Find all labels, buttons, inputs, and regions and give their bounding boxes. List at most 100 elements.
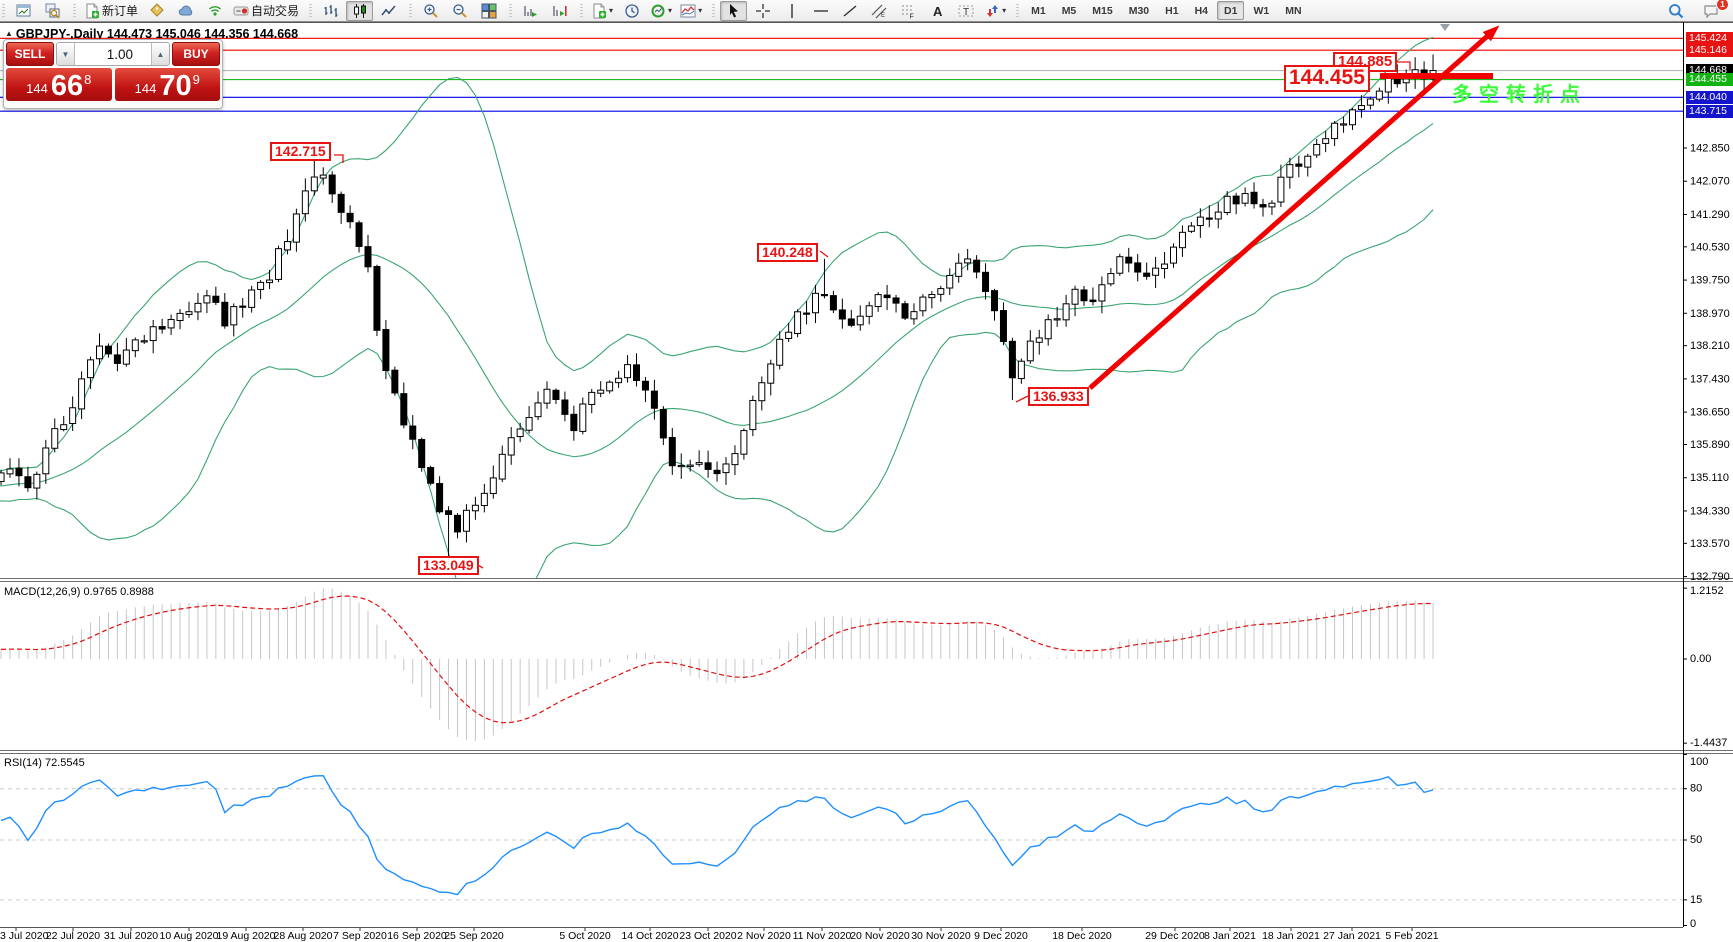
profile-icon <box>45 3 61 19</box>
toolbar-group-zoom <box>407 0 507 21</box>
trend-annotation-text[interactable]: 多空转折点 <box>1452 84 1587 106</box>
price-callout[interactable]: 144.455 <box>1284 65 1370 92</box>
svg-text:142.850: 142.850 <box>1690 143 1730 155</box>
tf-d1-button[interactable]: D1 <box>1217 1 1245 20</box>
volume-stepper[interactable]: ▼ ▲ <box>56 42 170 66</box>
tf-m15-button[interactable]: M15 <box>1085 1 1119 20</box>
svg-text:133.570: 133.570 <box>1690 538 1730 550</box>
macd-indicator <box>0 588 1434 741</box>
chart-canvas[interactable]: 142.850 142.070 141.290 140.530 139.750 138.9… <box>0 22 1733 942</box>
line-chart-button[interactable] <box>375 1 402 21</box>
sell-price-tile[interactable]: 144 66 8 <box>6 68 112 101</box>
svg-text:22 Jul 2020: 22 Jul 2020 <box>46 930 100 942</box>
tf-mn-button[interactable]: MN <box>1278 1 1308 20</box>
mql5-community-button[interactable] <box>172 1 199 21</box>
period-clock-button[interactable] <box>618 1 645 21</box>
tf-m5-button[interactable]: M5 <box>1055 1 1084 20</box>
volume-up-button[interactable]: ▲ <box>151 43 169 65</box>
chart-templates-button[interactable]: ▾ <box>677 1 705 21</box>
crosshair-button[interactable] <box>749 1 776 21</box>
svg-text:135.890: 135.890 <box>1690 439 1730 451</box>
zoomout-icon <box>452 3 468 19</box>
price-callout[interactable]: 142.715 <box>270 142 331 162</box>
tf-m1-button[interactable]: M1 <box>1024 1 1053 20</box>
candlestick-chart-button[interactable] <box>346 0 374 21</box>
trend-arrow-object[interactable] <box>1088 25 1500 390</box>
vline-icon <box>784 3 800 19</box>
svg-text:30 Nov 2020: 30 Nov 2020 <box>911 930 971 942</box>
svg-text:0.00: 0.00 <box>1690 653 1711 665</box>
chevron-down-icon: ▾ <box>668 5 673 15</box>
docplus-icon <box>591 3 607 19</box>
tf-w1-label: W1 <box>1253 4 1270 17</box>
tf-h1-button[interactable]: H1 <box>1158 1 1185 20</box>
indicators-list-button[interactable]: ▾ <box>647 1 675 21</box>
vertical-line-button[interactable] <box>778 1 805 21</box>
chart-shift-button[interactable] <box>546 1 573 21</box>
trendline-button[interactable] <box>836 1 863 21</box>
tf-h4-label: H4 <box>1194 4 1209 17</box>
tf-h4-button[interactable]: H4 <box>1188 1 1215 20</box>
new-order-menu-button[interactable]: ▾ <box>588 1 616 21</box>
linechart-icon <box>380 3 397 19</box>
auto-scroll-button[interactable] <box>517 1 544 21</box>
arrows-button[interactable]: ▾ <box>981 1 1009 21</box>
equidistant-channel-button[interactable]: E <box>865 1 892 21</box>
text-button[interactable]: A <box>923 1 950 21</box>
toolbar-group-windows <box>0 0 71 21</box>
volume-down-button[interactable]: ▼ <box>57 43 75 65</box>
horizontal-line-button[interactable] <box>807 1 834 21</box>
textA-icon: A <box>929 3 945 19</box>
chartshift-icon <box>552 3 568 19</box>
profiles-button[interactable] <box>39 1 66 21</box>
text-label-button[interactable]: T <box>952 1 979 21</box>
tf-m1-label: M1 <box>1031 4 1046 17</box>
search-button[interactable] <box>1662 1 1689 21</box>
buy-price-tile[interactable]: 144 70 9 <box>114 68 220 101</box>
notifications-button[interactable]: 1 <box>1697 0 1729 21</box>
zoom-out-button[interactable] <box>446 1 473 21</box>
bars-icon <box>323 3 339 19</box>
fibonacci-retracement-button[interactable]: F <box>894 1 921 21</box>
volume-input[interactable] <box>75 43 151 65</box>
signals-button[interactable] <box>201 1 228 21</box>
tf-m30-button[interactable]: M30 <box>1122 1 1156 20</box>
chart-shift-marker-icon[interactable] <box>1440 24 1450 31</box>
cursor-button[interactable] <box>720 0 748 21</box>
zoom-in-button[interactable] <box>417 1 444 21</box>
tf-mn-label: MN <box>1285 4 1302 17</box>
bar-chart-button[interactable] <box>317 1 344 21</box>
buy-button[interactable]: BUY <box>172 42 220 66</box>
symbol-marker-icon: ▲ <box>5 29 13 38</box>
level-price-tag: 145.424 <box>1686 31 1733 45</box>
level-price-tag: 145.146 <box>1686 43 1733 57</box>
new-chart-window-button[interactable] <box>10 1 37 21</box>
chart-window[interactable]: 142.850 142.070 141.290 140.530 139.750 138.9… <box>0 22 1733 942</box>
hline-icon <box>813 3 829 19</box>
cloud-icon <box>178 3 194 19</box>
sell-button[interactable]: SELL <box>6 42 54 66</box>
candles-icon <box>352 3 368 19</box>
price-callout[interactable]: 133.049 <box>418 556 479 576</box>
new-order-button[interactable]: 新订单 <box>81 1 141 21</box>
channel-icon: E <box>871 3 887 19</box>
svg-text:T: T <box>963 7 969 18</box>
svg-text:E: E <box>881 13 885 19</box>
tile-windows-button[interactable] <box>475 1 502 21</box>
market-watch-button[interactable] <box>143 1 170 21</box>
crosshair-icon <box>755 3 771 19</box>
tf-h1-label: H1 <box>1165 4 1179 17</box>
chevron-down-icon: ▾ <box>1002 5 1007 15</box>
tf-w1-button[interactable]: W1 <box>1246 1 1276 20</box>
svg-text:11 Nov 2020: 11 Nov 2020 <box>793 930 852 942</box>
price-callout[interactable]: 140.248 <box>757 243 818 263</box>
sell-price-pips: 66 <box>50 70 84 102</box>
price-callout[interactable]: 136.933 <box>1028 387 1089 407</box>
resistance-bar-object[interactable] <box>1380 73 1493 79</box>
svg-text:16 Sep 2020: 16 Sep 2020 <box>387 930 447 942</box>
autotrading-button[interactable]: 自动交易 <box>230 1 302 21</box>
one-click-trading-panel[interactable]: SELL ▼ ▲ BUY 144 66 8 144 70 9 <box>3 39 223 109</box>
svg-text:140.530: 140.530 <box>1690 241 1730 253</box>
svg-text:136.650: 136.650 <box>1690 407 1730 419</box>
